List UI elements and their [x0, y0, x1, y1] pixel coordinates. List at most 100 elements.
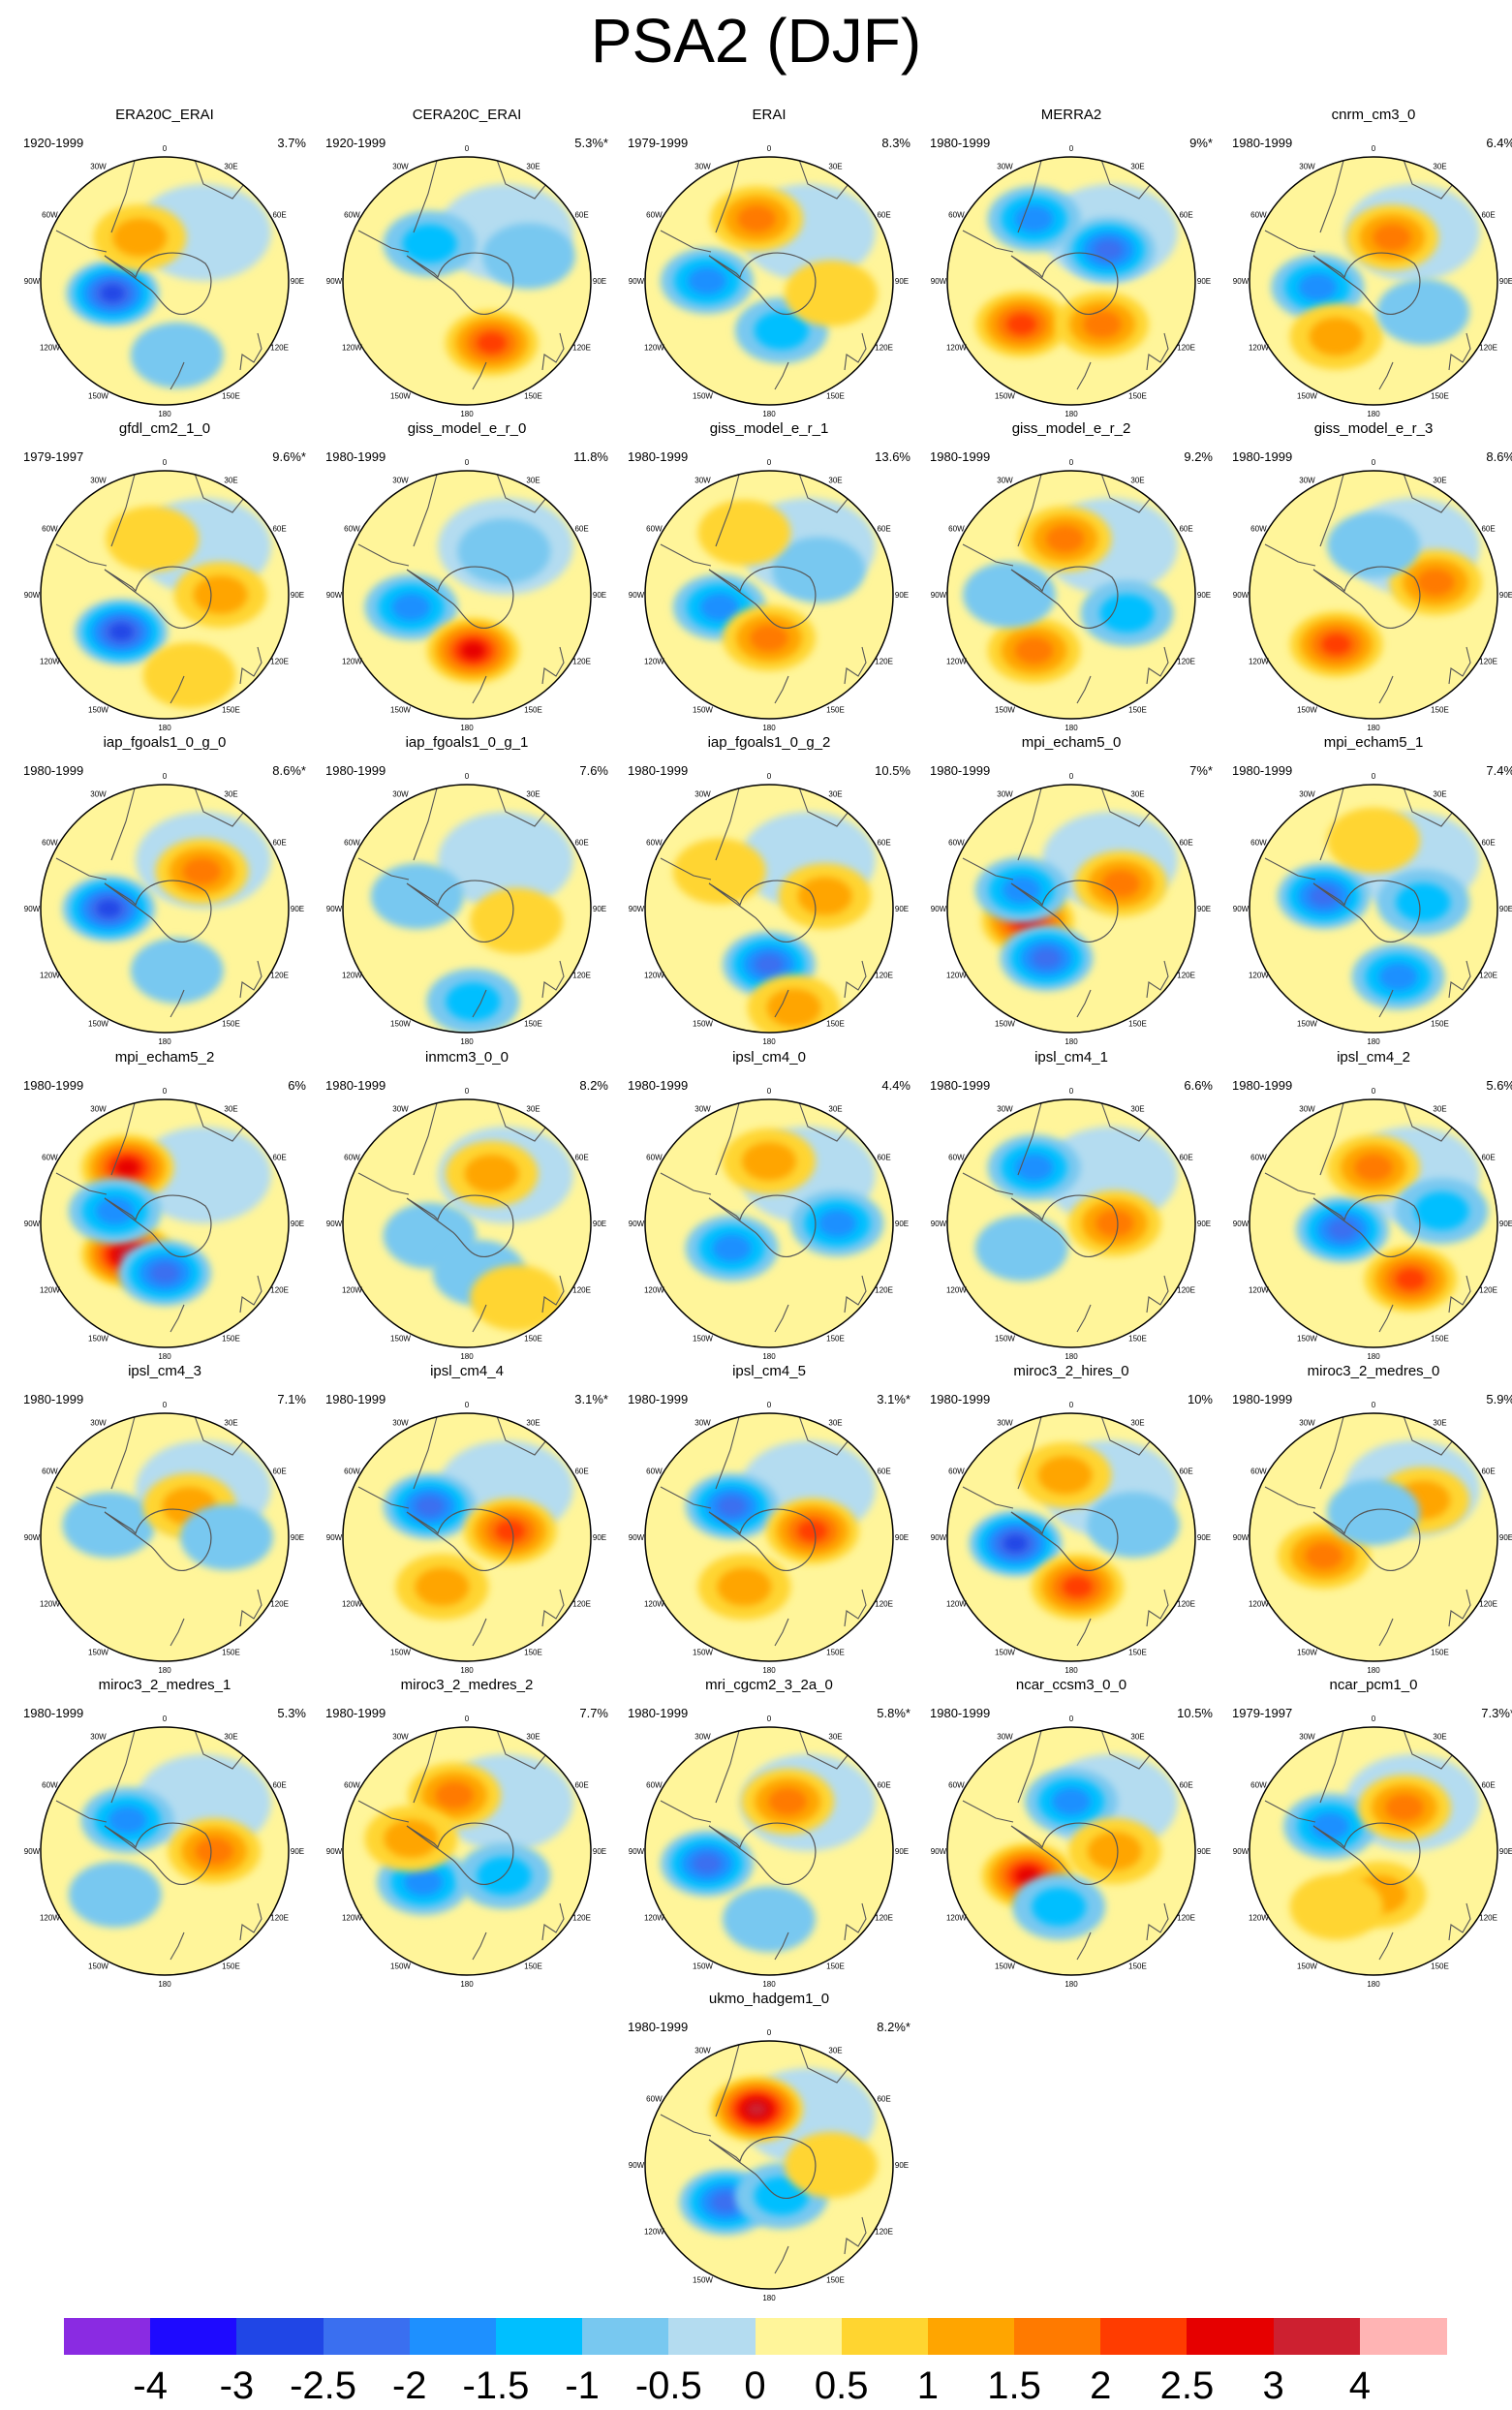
colorbar-swatch: [1014, 2318, 1101, 2355]
antarctica-coastline: [406, 1194, 514, 1257]
longitude-label: 60E: [877, 1154, 890, 1162]
coastline: [357, 857, 410, 881]
longitude-label: 180: [460, 1352, 474, 1361]
longitude-label: 150E: [524, 706, 542, 715]
longitude-label: 30E: [1130, 1732, 1144, 1741]
panel-variance: 7.6%: [579, 763, 608, 778]
panel-period: 1980-1999: [325, 449, 386, 464]
positive-anomaly-contour: [697, 500, 791, 566]
positive-anomaly-contour: [1321, 633, 1351, 655]
longitude-label: 90E: [1197, 1847, 1211, 1856]
longitude-label: 120W: [644, 2228, 664, 2237]
longitude-label: 90E: [1499, 1533, 1512, 1542]
coastline: [1319, 1099, 1345, 1176]
coastline: [413, 1727, 439, 1804]
longitude-label: 90E: [291, 1533, 304, 1542]
longitude-label: 60E: [877, 839, 890, 848]
panel-title: CERA20C_ERAI: [412, 107, 522, 123]
longitude-label: 150E: [826, 1649, 845, 1657]
longitude-label: 120W: [1249, 1914, 1269, 1923]
longitude-label: 150E: [826, 392, 845, 401]
coastline: [357, 1172, 410, 1195]
longitude-label: 120W: [342, 1286, 362, 1295]
longitude-label: 120W: [40, 344, 60, 353]
longitude-label: 60W: [1250, 1154, 1267, 1162]
longitude-label: 120E: [1479, 972, 1497, 980]
map-panel: ipsl_cm4_5 1980-1999 3.1%* 0 30E 60E 90E 120E 15…: [624, 1363, 914, 1675]
longitude-label: 120W: [342, 344, 362, 353]
longitude-label: 90E: [593, 1220, 606, 1228]
longitude-label: 150E: [1431, 1649, 1449, 1657]
longitude-label: 60W: [42, 1468, 58, 1476]
longitude-label: 150W: [1297, 1962, 1317, 1971]
longitude-label: 150E: [524, 392, 542, 401]
longitude-label: 120E: [875, 1600, 893, 1609]
coastline: [1017, 1413, 1043, 1490]
negative-anomaly-contour: [97, 900, 121, 917]
panel-period: 1980-1999: [325, 763, 386, 778]
negative-anomaly-contour: [1327, 511, 1420, 578]
polar-map: 0 30E 60E 90E 120E 150E 180 150W 120W 90W 60W 30W: [24, 772, 304, 1046]
longitude-label: 120W: [342, 1914, 362, 1923]
longitude-label: 90W: [326, 1220, 343, 1228]
longitude-label: 30E: [526, 1418, 540, 1427]
panel-period: 1980-1999: [325, 1078, 386, 1093]
positive-anomaly-contour: [470, 1264, 564, 1331]
longitude-label: 90E: [291, 905, 304, 913]
panel-period: 1979-1997: [1232, 1706, 1293, 1720]
antarctica-coastline: [104, 1822, 212, 1885]
longitude-label: 60W: [646, 839, 663, 848]
panel-period: 1980-1999: [628, 1078, 689, 1093]
longitude-label: 30W: [392, 476, 409, 484]
anomaly-wash: [438, 812, 573, 909]
longitude-label: 60E: [1481, 211, 1495, 220]
negative-anomaly-contour: [68, 1861, 162, 1928]
longitude-label: 90W: [629, 277, 645, 286]
longitude-label: 90W: [931, 1847, 947, 1856]
coastline: [1076, 675, 1092, 704]
map-boundary: [1249, 784, 1498, 1034]
longitude-label: 60W: [344, 525, 360, 534]
map-boundary: [1249, 470, 1498, 720]
panel-variance: 10%: [1187, 1392, 1213, 1406]
longitude-label: 120E: [875, 1286, 893, 1295]
coastline: [1076, 361, 1092, 390]
longitude-label: 30W: [1299, 789, 1315, 798]
panel-variance: 10.5%: [1177, 1706, 1213, 1720]
coastline: [660, 1800, 712, 1823]
polar-map: 0 30E 60E 90E 120E 150E 180 150W 120W 90W 60W 30W: [326, 772, 606, 1046]
negative-anomaly-contour: [754, 2177, 809, 2215]
coastline: [797, 1727, 857, 1770]
panel-period: 1980-1999: [23, 763, 84, 778]
longitude-label: 30E: [1130, 162, 1144, 170]
map-panel: mpi_echam5_0 1980-1999 7%* 0 30E 60E 90E 120E 15…: [926, 734, 1217, 1046]
coastline: [715, 471, 741, 547]
coastline: [541, 1589, 565, 1627]
longitude-label: 0: [1372, 458, 1376, 467]
longitude-label: 150E: [826, 2276, 845, 2285]
coastline: [660, 2114, 712, 2137]
coastline: [844, 1902, 867, 1941]
longitude-label: 180: [1065, 410, 1078, 418]
longitude-label: 60W: [1250, 839, 1267, 848]
longitude-label: 90W: [931, 591, 947, 600]
longitude-label: 120W: [342, 1600, 362, 1609]
negative-anomaly-contour: [1003, 1534, 1028, 1553]
map-boundary: [40, 156, 290, 406]
map-panel: ERAI 1979-1999 8.3% 0 30E 60E 90E 120E 150E 180 15…: [624, 107, 914, 418]
coastline: [472, 675, 487, 704]
longitude-label: 60E: [1481, 1154, 1495, 1162]
longitude-label: 150W: [390, 1335, 411, 1344]
longitude-label: 150E: [1128, 706, 1147, 715]
longitude-label: 60W: [344, 839, 360, 848]
antarctica-coastline: [708, 1194, 817, 1257]
map-panel: iap_fgoals1_0_g_1 1980-1999 7.6% 0 30E 60E 90E…: [322, 734, 612, 1046]
polar-map: 0 30E 60E 90E 120E 150E 180 150W 120W 90W 60W 30W: [1233, 458, 1512, 732]
longitude-label: 90W: [24, 905, 41, 913]
positive-anomaly-contour: [193, 575, 248, 614]
coastline: [774, 1618, 789, 1647]
longitude-label: 150W: [1297, 392, 1317, 401]
antarctica-coastline: [1010, 1194, 1119, 1257]
map-boundary: [644, 784, 894, 1034]
positive-anomaly-contour: [1354, 1154, 1393, 1182]
